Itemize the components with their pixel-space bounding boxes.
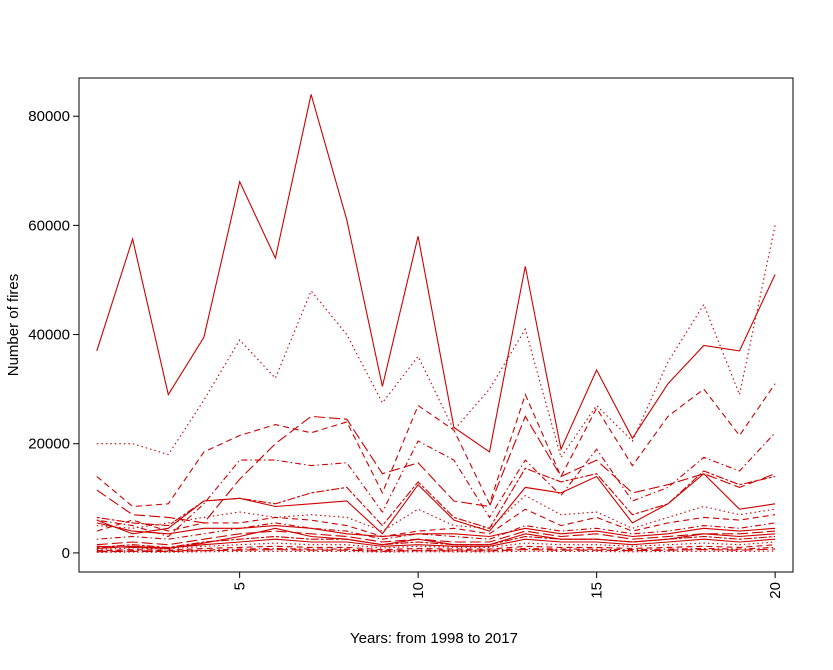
series-line-7	[96, 472, 776, 535]
x-axis: 5 10 15 20	[232, 571, 784, 599]
series-line-13	[96, 538, 776, 550]
series-line-11	[96, 530, 776, 546]
series-line-8	[96, 494, 776, 532]
y-axis-label: Number of fires	[5, 274, 22, 377]
series-line-15	[96, 544, 776, 552]
series-line-20	[96, 550, 776, 553]
series-line-1	[96, 94, 776, 453]
series-line-19	[96, 522, 776, 538]
x-tick-label: 20	[767, 582, 784, 599]
series-line-18	[96, 527, 776, 550]
series-line-5	[96, 415, 776, 524]
series-line-16	[96, 546, 776, 552]
series-line-14	[96, 541, 776, 551]
x-tick-label: 15	[589, 582, 606, 599]
series-layer	[96, 94, 776, 553]
y-tick-label: 60000	[28, 217, 70, 234]
y-axis: 0 20000 40000 60000 80000	[28, 108, 80, 562]
series-line-17	[96, 548, 776, 553]
x-axis-label: Years: from 1998 to 2017	[350, 630, 518, 647]
y-tick-label: 20000	[28, 436, 70, 453]
y-tick-label: 40000	[28, 327, 70, 344]
y-tick-label: 80000	[28, 108, 70, 125]
x-tick-label: 5	[232, 582, 249, 590]
series-line-10	[96, 522, 776, 540]
x-tick-label: 10	[410, 582, 427, 599]
series-line-4	[96, 432, 776, 538]
series-line-2	[96, 225, 776, 459]
y-tick-label: 0	[62, 545, 70, 562]
series-line-3	[96, 383, 776, 508]
